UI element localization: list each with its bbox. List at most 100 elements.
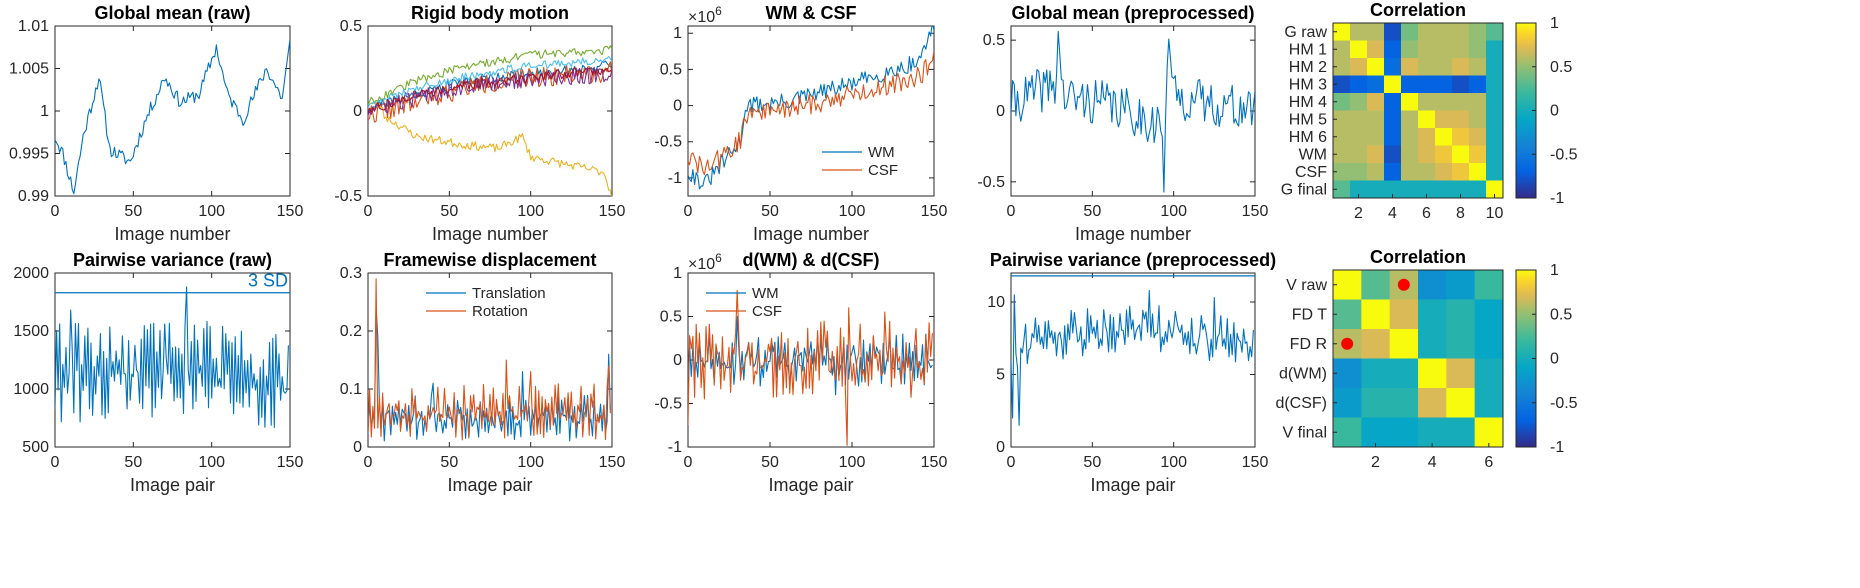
y-tick-label: 1.01: [18, 18, 49, 35]
heatmap-cell: [1418, 145, 1436, 164]
heatmap-cell: [1435, 40, 1453, 59]
heatmap-cell: [1350, 180, 1368, 199]
heatmap-cell: [1333, 145, 1351, 164]
heatmap-cell: [1435, 75, 1453, 94]
x-tick-label: 2: [1371, 454, 1380, 471]
y-tick-label: -0.5: [977, 174, 1005, 191]
heatmap-cell: [1469, 180, 1487, 199]
x-tick-label: 0: [1007, 454, 1016, 471]
x-tick-label: 50: [124, 454, 142, 471]
heatmap-cell: [1367, 145, 1385, 164]
series-line-csf: [688, 289, 933, 446]
x-axis-label: Image pair: [447, 475, 532, 495]
x-tick-label: 150: [599, 454, 626, 471]
heatmap-cell: [1486, 128, 1504, 146]
y-tick-label: 0: [673, 98, 682, 115]
series-line-translation: [368, 307, 611, 442]
chart-p4: Global mean (preprocessed)0 50 100 150-0.50…: [977, 3, 1268, 244]
heatmap-cell: [1389, 358, 1419, 389]
chart-title: Pairwise variance (raw): [73, 250, 272, 270]
chart-title: Pairwise variance (preprocessed): [990, 250, 1276, 270]
heatmap-cell: [1469, 23, 1487, 41]
y-tick-label: 0: [353, 439, 362, 456]
colorbar-tick-label: 0.5: [1550, 306, 1572, 323]
colorbar-tick-label: 0.5: [1550, 59, 1572, 76]
y-tick-label: 1500: [13, 323, 49, 340]
y-tick-label: -0.5: [654, 396, 682, 413]
heatmap-cell: [1418, 163, 1436, 181]
heatmap-cell: [1469, 93, 1487, 111]
heatmap-cell: [1361, 270, 1391, 300]
y-tick-label: 10: [987, 294, 1005, 311]
series-line-wm: [688, 315, 933, 396]
series-line-0: [1011, 289, 1254, 426]
heatmap-cell: [1389, 329, 1419, 359]
heatmap-cell: [1389, 299, 1419, 330]
series-line-wm: [688, 26, 934, 190]
y-tick-label: 2000: [13, 265, 49, 282]
heatmap-cell: [1367, 128, 1385, 146]
colorbar-tick-label: 0: [1550, 351, 1559, 368]
x-tick-label: 4: [1428, 454, 1437, 471]
heatmap-cell: [1418, 93, 1436, 111]
heatmap-cell: [1435, 128, 1453, 146]
y-exponent: ×106: [688, 251, 722, 273]
chart-title: Global mean (raw): [94, 3, 250, 23]
series-line-0: [55, 39, 290, 195]
row-label: d(CSF): [1275, 395, 1327, 412]
heatmap-cell: [1384, 145, 1402, 164]
heatmap-cell: [1418, 417, 1447, 448]
y-tick-label: 5: [996, 367, 1005, 384]
legend-entry: WM: [752, 285, 779, 302]
y-tick-label: -1: [668, 170, 682, 187]
x-tick-label: 50: [761, 454, 779, 471]
heatmap-cell: [1333, 358, 1362, 389]
heatmap-cell: [1435, 93, 1453, 111]
heatmap-cell: [1350, 75, 1368, 94]
heatmap-cell: [1350, 40, 1368, 59]
heatmap-cell: [1333, 128, 1351, 146]
heatmap-cell: [1367, 93, 1385, 111]
heatmap-cell: [1474, 299, 1504, 330]
heatmap-cell: [1474, 417, 1504, 448]
heatmap-cell: [1469, 40, 1487, 59]
colorbar-tick-label: -1: [1550, 190, 1564, 207]
colorbar-tick-label: -0.5: [1550, 146, 1578, 163]
heatmap-cell: [1367, 40, 1385, 59]
x-tick-label: 150: [277, 203, 304, 220]
x-tick-label: 4: [1388, 205, 1397, 222]
heatmap-cell: [1486, 145, 1504, 164]
heatmap-cell: [1333, 388, 1362, 418]
y-tick-label: 0.1: [340, 381, 362, 398]
y-tick-label: 0: [353, 103, 362, 120]
heatmap-cell: [1452, 23, 1470, 41]
heatmap-cell: [1452, 180, 1470, 199]
row-label: FD R: [1290, 336, 1327, 353]
row-label: HM 6: [1289, 129, 1327, 146]
heatmap-cell: [1486, 110, 1504, 129]
series-line-0: [1011, 30, 1255, 193]
heatmap-cell: [1384, 180, 1402, 199]
series-line-5: [368, 56, 612, 109]
colorbar-tick-label: 0: [1550, 103, 1559, 120]
heatmap-cell: [1486, 180, 1504, 199]
legend-entry: CSF: [868, 162, 898, 179]
heatmap-cell: [1333, 23, 1351, 41]
x-axis-label: Image number: [114, 224, 230, 244]
chart-title: Global mean (preprocessed): [1011, 3, 1254, 23]
heatmap-cell: [1435, 58, 1453, 76]
y-tick-label: 0: [996, 103, 1005, 120]
heatmap-cell: [1486, 75, 1504, 94]
heatmap-cell: [1446, 299, 1476, 330]
x-tick-label: 50: [440, 203, 458, 220]
heatmap-cell: [1446, 417, 1476, 448]
heatmap-cell: [1401, 145, 1419, 164]
x-tick-label: 100: [198, 454, 225, 471]
heatmap-cell: [1446, 358, 1476, 389]
x-tick-label: 50: [124, 203, 142, 220]
series-line-rotation: [368, 278, 611, 441]
x-tick-label: 6: [1422, 205, 1431, 222]
x-tick-label: 150: [921, 454, 948, 471]
heatmap-cell: [1333, 58, 1351, 76]
